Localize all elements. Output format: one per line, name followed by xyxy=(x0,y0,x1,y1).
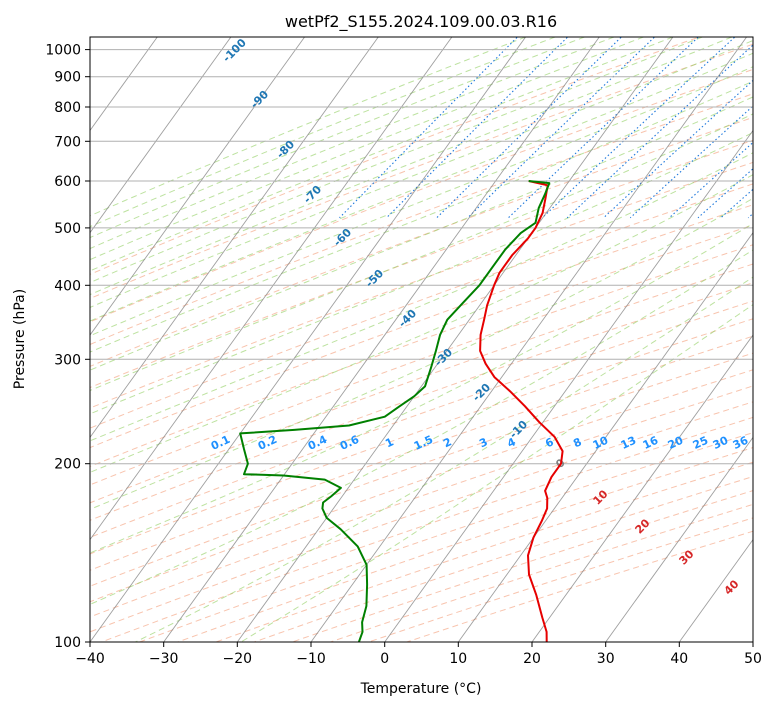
moist-adiabat-line xyxy=(90,39,753,308)
dewpoint-profile-line xyxy=(239,180,551,642)
moist-adiabat-line xyxy=(90,37,644,261)
mixing-ratio-label: 16 xyxy=(641,434,661,452)
x-tick-label: −40 xyxy=(75,651,105,667)
dry-adiabat-line xyxy=(90,139,753,389)
moist-adiabat-line xyxy=(90,96,753,371)
chart-title: wetPf2_S155.2024.109.00.03.R16 xyxy=(285,12,557,32)
dry-adiabat-line xyxy=(90,263,753,504)
mixing-ratio-line xyxy=(386,37,569,219)
moist-adiabat-line xyxy=(134,276,753,642)
isotherm-line xyxy=(531,334,753,642)
isotherm-line xyxy=(90,37,232,234)
plot-area: -100-90-80-70-60-50-40-30-20-100.1 0.2 0.4… xyxy=(90,37,753,642)
x-axis-label: Temperature (°C) xyxy=(360,681,482,697)
moist-adiabat-line xyxy=(90,197,753,510)
temperature-profile-line xyxy=(479,180,564,642)
dry-adiabat-line xyxy=(90,183,753,429)
sounding-profiles xyxy=(239,180,564,642)
mixing-ratio-line xyxy=(566,44,753,219)
mixing-ratio-line xyxy=(603,79,753,219)
y-tick-label: 100 xyxy=(54,635,81,651)
y-axis-ticks: 1000 900 800 700 600 500 400 300 200 100 xyxy=(45,43,90,651)
y-tick-label: 700 xyxy=(54,134,81,150)
x-axis-ticks: −40 −30 −20 −10 0 10 20 30 40 50 xyxy=(75,642,762,667)
isotherm-line xyxy=(457,231,753,642)
x-tick-label: −20 xyxy=(223,651,253,667)
isotherm-line xyxy=(384,129,753,642)
dry-adiabat-line xyxy=(90,352,753,587)
y-tick-label: 500 xyxy=(54,221,81,237)
x-tick-label: 0 xyxy=(380,651,389,667)
isotherm-line xyxy=(90,37,379,439)
mixing-ratio-label: 20 xyxy=(666,434,686,452)
x-tick-label: 20 xyxy=(523,651,541,667)
mixing-ratio-label: 30 xyxy=(711,434,731,452)
moist-adiabat-line xyxy=(90,37,703,284)
moist-adiabat-line xyxy=(90,131,753,415)
pressure-gridlines xyxy=(90,49,753,642)
isotherm-line xyxy=(236,37,674,642)
dry-adiabat-line xyxy=(90,300,753,538)
mixing-ratio-label: 36 xyxy=(731,434,751,452)
mixing-ratio-line xyxy=(629,105,753,219)
dry-adiabat-line xyxy=(90,244,753,486)
mixing-ratio-label: 13 xyxy=(619,434,638,452)
x-tick-label: 40 xyxy=(670,651,688,667)
dry-adiabat-line xyxy=(90,335,753,571)
mixing-ratio-line xyxy=(541,37,736,219)
dry-adiabat-line xyxy=(90,93,753,346)
moist-adiabat-line xyxy=(90,37,585,239)
y-tick-label: 800 xyxy=(54,100,81,116)
y-axis-label: Pressure (hPa) xyxy=(12,289,28,389)
y-tick-label: 1000 xyxy=(45,43,81,59)
moist-adiabats xyxy=(90,37,753,642)
dry-adiabat-line xyxy=(90,204,753,449)
x-tick-label: 10 xyxy=(449,651,467,667)
mixing-ratio-line xyxy=(339,37,519,219)
isotherm-line xyxy=(310,37,747,642)
moist-adiabat-line xyxy=(90,152,753,442)
y-tick-label: 400 xyxy=(54,278,81,294)
x-tick-label: 50 xyxy=(744,651,762,667)
isotherm-line xyxy=(90,37,526,642)
dry-adiabat-line xyxy=(90,385,753,618)
y-tick-label: 900 xyxy=(54,70,81,86)
isotherm-line xyxy=(678,538,753,642)
mixing-ratio-label: 10 xyxy=(591,434,611,452)
y-tick-label: 200 xyxy=(54,457,81,473)
mixing-ratio-label: 25 xyxy=(691,434,710,452)
x-tick-label: −30 xyxy=(149,651,179,667)
mixing-ratio-line xyxy=(467,37,656,219)
plot-frame xyxy=(89,36,754,643)
x-tick-label: −10 xyxy=(296,651,326,667)
moist-adiabat-line xyxy=(90,249,753,605)
isotherm-line xyxy=(605,436,753,642)
moist-adiabat-line xyxy=(90,37,526,217)
isotherm-line xyxy=(163,37,600,642)
x-tick-label: 30 xyxy=(597,651,615,667)
moist-adiabat-line xyxy=(90,174,753,473)
isotherm-line xyxy=(90,37,305,336)
moist-adiabat-line xyxy=(90,37,733,296)
y-tick-label: 600 xyxy=(54,174,81,190)
moist-adiabat-line xyxy=(90,66,753,337)
y-tick-label: 300 xyxy=(54,352,81,368)
dry-adiabat-line xyxy=(90,43,753,300)
isotherms xyxy=(90,37,753,642)
mixing-ratio-line xyxy=(508,37,700,219)
moist-adiabat-line xyxy=(90,37,615,250)
isotherm-line xyxy=(90,37,453,541)
